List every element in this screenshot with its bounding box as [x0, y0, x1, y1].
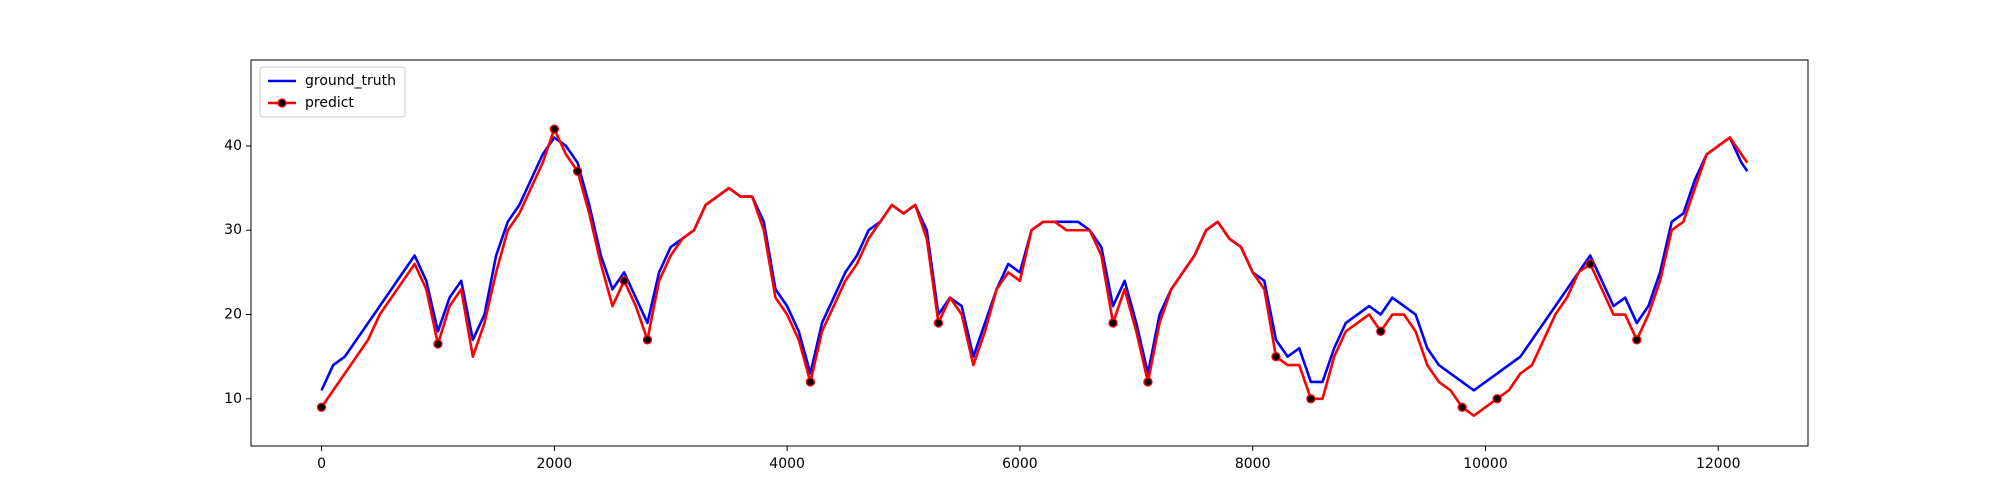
- data-marker: [433, 339, 443, 349]
- data-marker: [1143, 377, 1153, 387]
- x-tick-label: 6000: [1002, 456, 1038, 472]
- legend-label: predict: [305, 95, 354, 111]
- legend-marker: [277, 98, 287, 108]
- data-marker: [549, 124, 559, 134]
- x-tick-label: 2000: [537, 456, 573, 472]
- x-tick-label: 0: [317, 456, 326, 472]
- data-marker: [1492, 394, 1502, 404]
- data-marker: [316, 402, 327, 412]
- data-marker: [933, 318, 944, 328]
- data-marker: [619, 276, 629, 286]
- y-tick-label: 20: [224, 307, 242, 323]
- data-marker: [1457, 402, 1467, 412]
- legend-box: [259, 66, 406, 118]
- data-line: [320, 127, 1749, 417]
- x-tick-label: 10000: [1463, 456, 1508, 472]
- data-marker: [1376, 326, 1386, 337]
- y-tick-label: 10: [224, 391, 242, 407]
- y-tick-label: 40: [224, 138, 242, 154]
- data-marker: [642, 335, 653, 345]
- data-marker: [572, 166, 583, 176]
- x-tick-label: 12000: [1696, 456, 1741, 472]
- data-marker: [1306, 394, 1316, 404]
- legend-label: ground_truth: [305, 73, 396, 89]
- x-tick-label: 8000: [1235, 456, 1271, 472]
- y-tick-label: 30: [224, 222, 242, 238]
- plot-area: [250, 59, 1809, 447]
- data-marker: [1108, 318, 1118, 328]
- data-marker: [1271, 352, 1281, 362]
- data-marker: [1632, 335, 1642, 345]
- x-tick-label: 4000: [769, 456, 805, 472]
- data-marker: [805, 377, 816, 387]
- data-marker: [1585, 259, 1595, 269]
